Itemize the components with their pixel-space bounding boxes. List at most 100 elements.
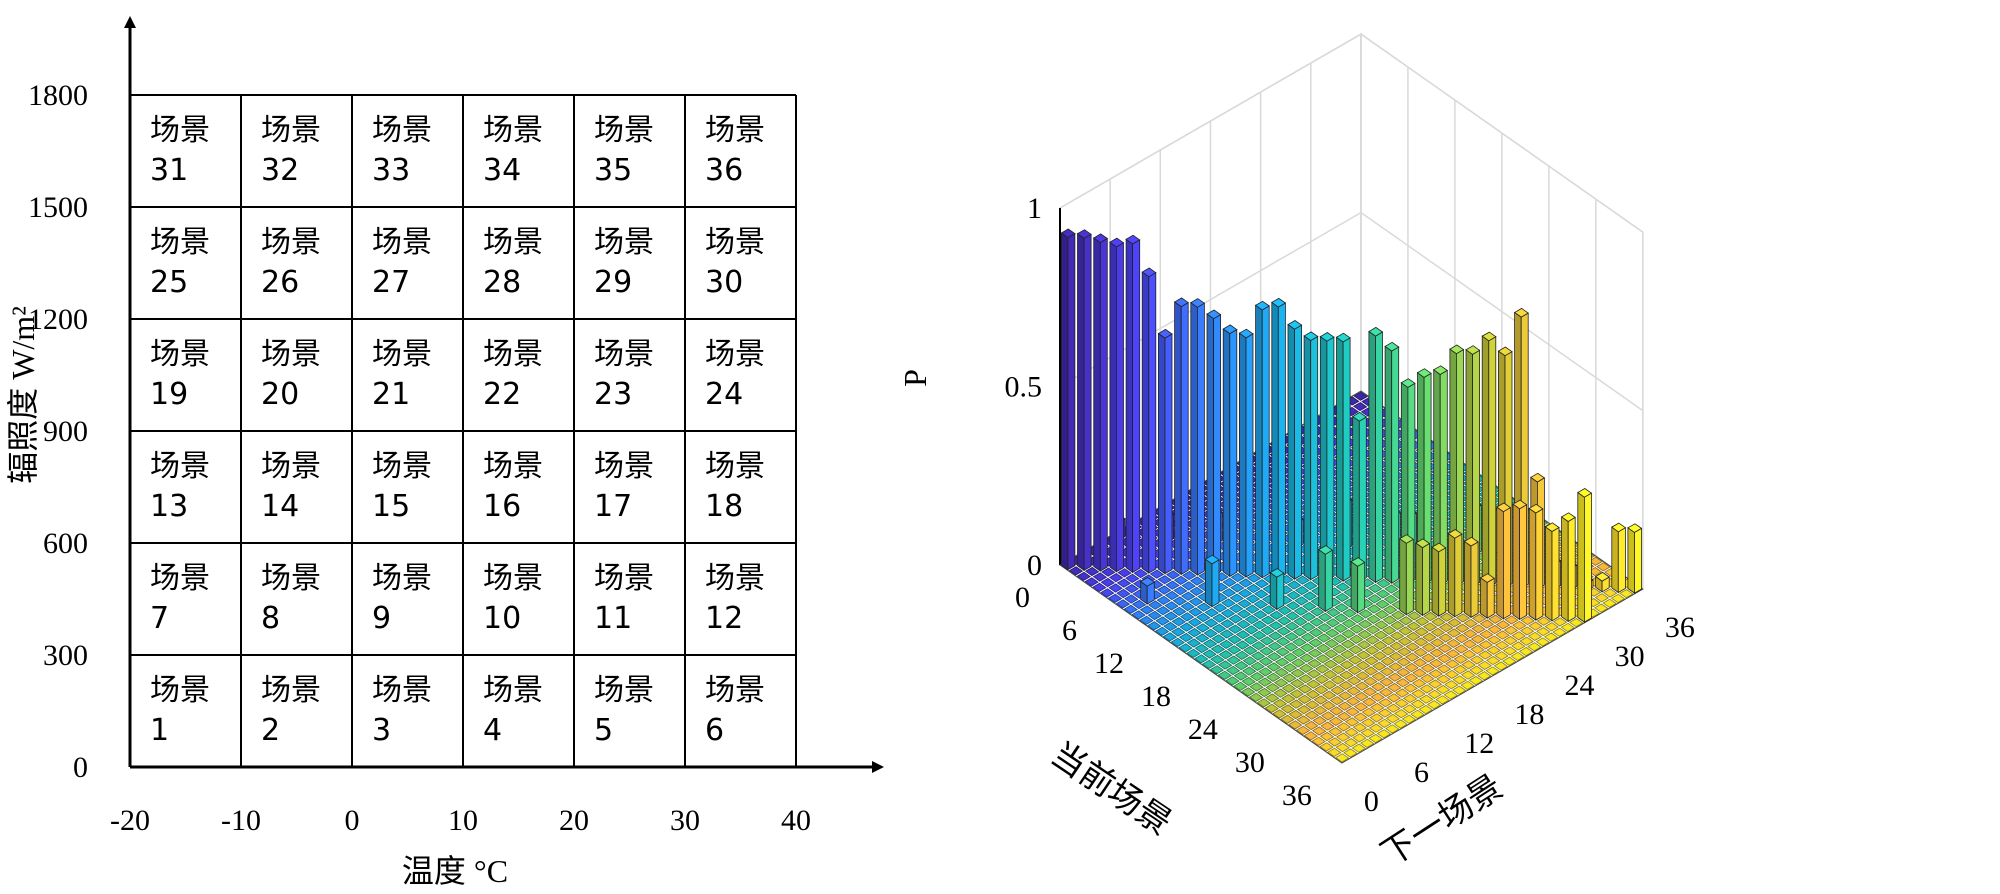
floor-tile xyxy=(1189,586,1204,596)
bar-top xyxy=(1594,571,1610,582)
floor-tile xyxy=(1227,624,1243,634)
floor-tile xyxy=(1226,655,1241,665)
floor-tile xyxy=(1293,606,1309,616)
bar-face xyxy=(1174,301,1182,576)
floor-tile xyxy=(1477,660,1493,670)
floor-tile xyxy=(1463,618,1478,628)
bar-face xyxy=(1276,572,1285,611)
floor-tile xyxy=(1335,582,1351,592)
floor-tile xyxy=(1437,653,1452,664)
floor-tile xyxy=(1369,702,1385,713)
bar-face xyxy=(1577,491,1585,623)
floor-tile xyxy=(1462,639,1477,649)
floor-tile xyxy=(1147,610,1162,621)
current-scene-tick-label: 36 xyxy=(1282,779,1312,812)
floor-tile xyxy=(1084,566,1100,577)
floor-tile xyxy=(1115,599,1131,609)
floor-tile xyxy=(1372,661,1387,671)
floor-tile xyxy=(1076,571,1091,581)
probability-bar xyxy=(1271,297,1287,580)
irradiance-tick-label: 1200 xyxy=(28,303,88,336)
next-scene-axis-title: 下一场景 xyxy=(1374,767,1510,875)
probability-bar xyxy=(1479,573,1495,619)
floor-tile xyxy=(1325,628,1340,638)
floor-tile xyxy=(1281,694,1296,704)
floor-tile xyxy=(1461,649,1477,659)
floor-tile xyxy=(1322,680,1337,690)
probability-bar xyxy=(1335,332,1351,582)
scene-cell-number: 27 xyxy=(372,265,410,300)
scene-cell-number: 6 xyxy=(705,713,724,748)
floor-tile xyxy=(1444,669,1460,679)
floor-tile xyxy=(1426,700,1442,710)
floor-tile xyxy=(1511,631,1526,641)
floor-tile xyxy=(1139,615,1154,625)
floor-tile xyxy=(1092,572,1108,582)
bar-face xyxy=(1206,313,1215,577)
bar-face xyxy=(1269,571,1278,611)
temperature-tick-label: 10 xyxy=(448,804,478,837)
floor-tile xyxy=(1328,727,1343,737)
scene-cell-number: 32 xyxy=(261,153,299,188)
scene-cell-prefix: 场景 xyxy=(261,561,321,596)
floor-tile xyxy=(1148,600,1163,610)
floor-tile xyxy=(1536,616,1552,626)
bar-face xyxy=(1141,271,1150,574)
floor-tile xyxy=(1470,634,1486,644)
floor-tile xyxy=(1388,662,1403,672)
floor-tile xyxy=(1272,698,1288,709)
next-scene-tick-label: 18 xyxy=(1514,698,1544,731)
floor-tile xyxy=(1211,623,1227,634)
scene-cell-number: 1 xyxy=(150,713,169,748)
floor-tile xyxy=(1535,637,1551,647)
probability-bar xyxy=(1254,300,1270,579)
bar-face xyxy=(1512,503,1520,621)
scene-cell-number: 3 xyxy=(372,713,391,748)
bar-top xyxy=(1317,545,1334,555)
bar-face xyxy=(1415,542,1423,617)
bar-face xyxy=(1350,560,1359,614)
floor-tile xyxy=(1387,682,1402,693)
temperature-tick-label: 40 xyxy=(781,804,811,837)
floor-tile xyxy=(1291,658,1306,668)
floor-tile xyxy=(1357,629,1372,640)
floor-tile xyxy=(1116,588,1131,599)
floor-tile xyxy=(1357,619,1373,629)
floor-tile xyxy=(1374,620,1389,630)
floor-tile xyxy=(1470,644,1485,655)
floor-tile xyxy=(1179,612,1195,622)
bar-top xyxy=(1287,320,1303,330)
floor-tile xyxy=(1288,699,1304,709)
floor-tile xyxy=(1386,703,1401,713)
floor-tile xyxy=(1242,656,1258,666)
scene-cell-number: 20 xyxy=(261,377,299,412)
floor-tile xyxy=(1249,682,1264,692)
bar-top xyxy=(1173,297,1189,308)
probability-bar xyxy=(1447,529,1463,618)
bar-top xyxy=(1335,332,1351,343)
floor-tile xyxy=(1336,722,1351,732)
bar-face xyxy=(1634,527,1642,594)
bar-face xyxy=(1519,504,1527,621)
bar-face xyxy=(1342,337,1351,582)
floor-tile xyxy=(1333,623,1348,633)
floor-tile xyxy=(1325,618,1341,628)
floor-tile xyxy=(1407,611,1422,621)
floor-tile xyxy=(1503,625,1519,635)
floor-tile xyxy=(1536,627,1551,637)
floor-tile xyxy=(1338,680,1354,691)
floor-tile xyxy=(1219,629,1235,639)
floor-tile xyxy=(1297,684,1313,694)
floor-tile xyxy=(1304,710,1320,720)
floor-tile xyxy=(1419,684,1435,694)
floor-tile xyxy=(1350,614,1365,624)
probability-bar xyxy=(1432,365,1449,586)
irradiance-tick-label: 900 xyxy=(43,415,88,448)
floor-tile xyxy=(1300,632,1315,642)
probability-bar xyxy=(1350,557,1366,614)
floor-tile xyxy=(1438,622,1454,633)
floor-tile xyxy=(1380,646,1396,656)
probability-bar xyxy=(1190,298,1206,576)
floor-tile xyxy=(1256,698,1272,708)
scene-cell-prefix: 场景 xyxy=(483,561,543,596)
